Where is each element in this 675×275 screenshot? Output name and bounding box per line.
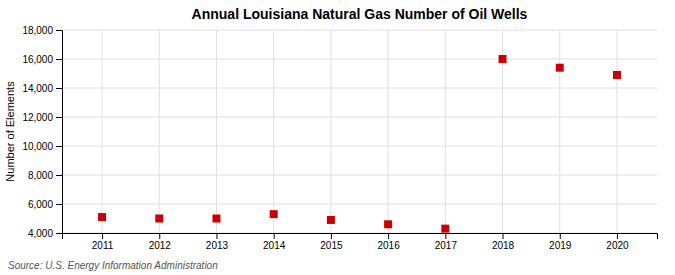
y-axis: 4,000 6,000 8,000 10,000 12,000 14,000 16,000 1… — [22, 25, 62, 239]
y-axis-title: Number of Elements — [4, 81, 16, 182]
x-tick: 2011 — [92, 233, 114, 251]
y-tick-mark — [56, 204, 62, 205]
point — [270, 210, 278, 218]
x-tick-label: 2014 — [263, 240, 286, 251]
y-tick-mark — [56, 117, 62, 118]
point — [155, 215, 163, 223]
y-tick-label: 16,000 — [22, 54, 53, 65]
grid-line-x — [102, 30, 103, 233]
x-axis-line — [63, 234, 658, 240]
x-tick-mark — [274, 233, 275, 239]
grid-line-x — [159, 30, 160, 233]
grid-line-y — [62, 59, 657, 60]
grid-line-x — [388, 30, 389, 233]
grid-line-x — [273, 30, 274, 233]
grid-line-y — [62, 117, 657, 118]
x-tick: 2012 — [149, 233, 172, 251]
x-tick-mark — [445, 233, 446, 239]
point — [499, 55, 507, 63]
x-tick-label: 2016 — [377, 240, 400, 251]
x-tick: 2017 — [435, 233, 458, 251]
point — [613, 71, 621, 79]
x-tick-mark — [560, 233, 561, 239]
y-tick-mark — [56, 59, 62, 60]
y-tick: 16,000 — [22, 54, 62, 65]
y-tick-label: 10,000 — [22, 141, 53, 152]
x-tick: 2016 — [377, 233, 400, 251]
x-tick: 2013 — [206, 233, 229, 251]
grid-line-x — [445, 30, 446, 233]
x-tick-label: 2017 — [435, 240, 458, 251]
grid-line-y — [62, 88, 657, 89]
source-note: Source: U.S. Energy Information Administ… — [8, 260, 218, 271]
grid-line-y — [62, 146, 657, 147]
grid-line-x — [330, 30, 331, 233]
x-tick-mark — [503, 233, 504, 239]
x-tick-label: 2019 — [549, 240, 572, 251]
y-tick-mark — [56, 30, 62, 31]
grid-line-x — [559, 30, 560, 233]
x-tick-label: 2018 — [492, 240, 515, 251]
x-tick: 2014 — [263, 233, 286, 251]
x-tick-label: 2020 — [606, 240, 629, 251]
grid-line-y — [62, 30, 657, 31]
x-tick: 2018 — [492, 233, 515, 251]
x-tick-label: 2015 — [320, 240, 343, 251]
title: Annual Louisiana Natural Gas Number of O… — [192, 6, 528, 22]
grid — [62, 30, 657, 233]
x-tick-label: 2011 — [92, 240, 114, 251]
y-tick-mark — [56, 88, 62, 89]
x-tick: 2020 — [606, 233, 629, 251]
point — [327, 216, 335, 224]
y-tick-mark — [56, 233, 62, 234]
point — [441, 225, 449, 233]
x-tick-mark — [216, 233, 217, 239]
grid-line-y — [62, 175, 657, 176]
y-tick-mark — [56, 175, 62, 176]
y-tick-label: 6,000 — [28, 199, 53, 210]
x-tick-mark — [388, 233, 389, 239]
y-tick-label: 8,000 — [28, 170, 53, 181]
y-tick: 4,000 — [28, 228, 62, 239]
y-tick: 10,000 — [22, 141, 62, 152]
x-tick-label: 2012 — [149, 240, 172, 251]
y-tick-mark — [56, 146, 62, 147]
x-tick: 2019 — [549, 233, 572, 251]
x-tick-mark — [102, 233, 103, 239]
y-tick-label: 4,000 — [28, 228, 53, 239]
y-tick-label: 14,000 — [22, 83, 53, 94]
y-tick-label: 12,000 — [22, 112, 53, 123]
chart: 2011 2012 2013 2014 2015 2016 2017 2018 2019 2020… — [0, 0, 675, 275]
y-tick: 18,000 — [22, 25, 62, 36]
x-tick: 2015 — [320, 233, 343, 251]
grid-line-x — [216, 30, 217, 233]
x-tick-mark — [159, 233, 160, 239]
grid-line-y — [62, 204, 657, 205]
x-tick-mark — [617, 233, 618, 239]
point — [98, 213, 106, 221]
point — [556, 64, 564, 72]
x-tick-mark — [331, 233, 332, 239]
plot-area: 2011 2012 2013 2014 2015 2016 2017 2018 2019 2020… — [22, 25, 657, 251]
x-axis: 2011 2012 2013 2014 2015 2016 2017 2018 2019 2020 — [63, 233, 658, 251]
y-tick: 6,000 — [28, 199, 62, 210]
y-tick-label: 18,000 — [22, 25, 53, 36]
y-tick: 8,000 — [28, 170, 62, 181]
y-tick: 14,000 — [22, 83, 62, 94]
point — [384, 220, 392, 228]
grid-line-x — [616, 30, 617, 233]
y-axis-line — [56, 31, 63, 234]
points — [98, 55, 621, 233]
y-tick: 12,000 — [22, 112, 62, 123]
x-tick-label: 2013 — [206, 240, 229, 251]
point — [212, 215, 220, 223]
